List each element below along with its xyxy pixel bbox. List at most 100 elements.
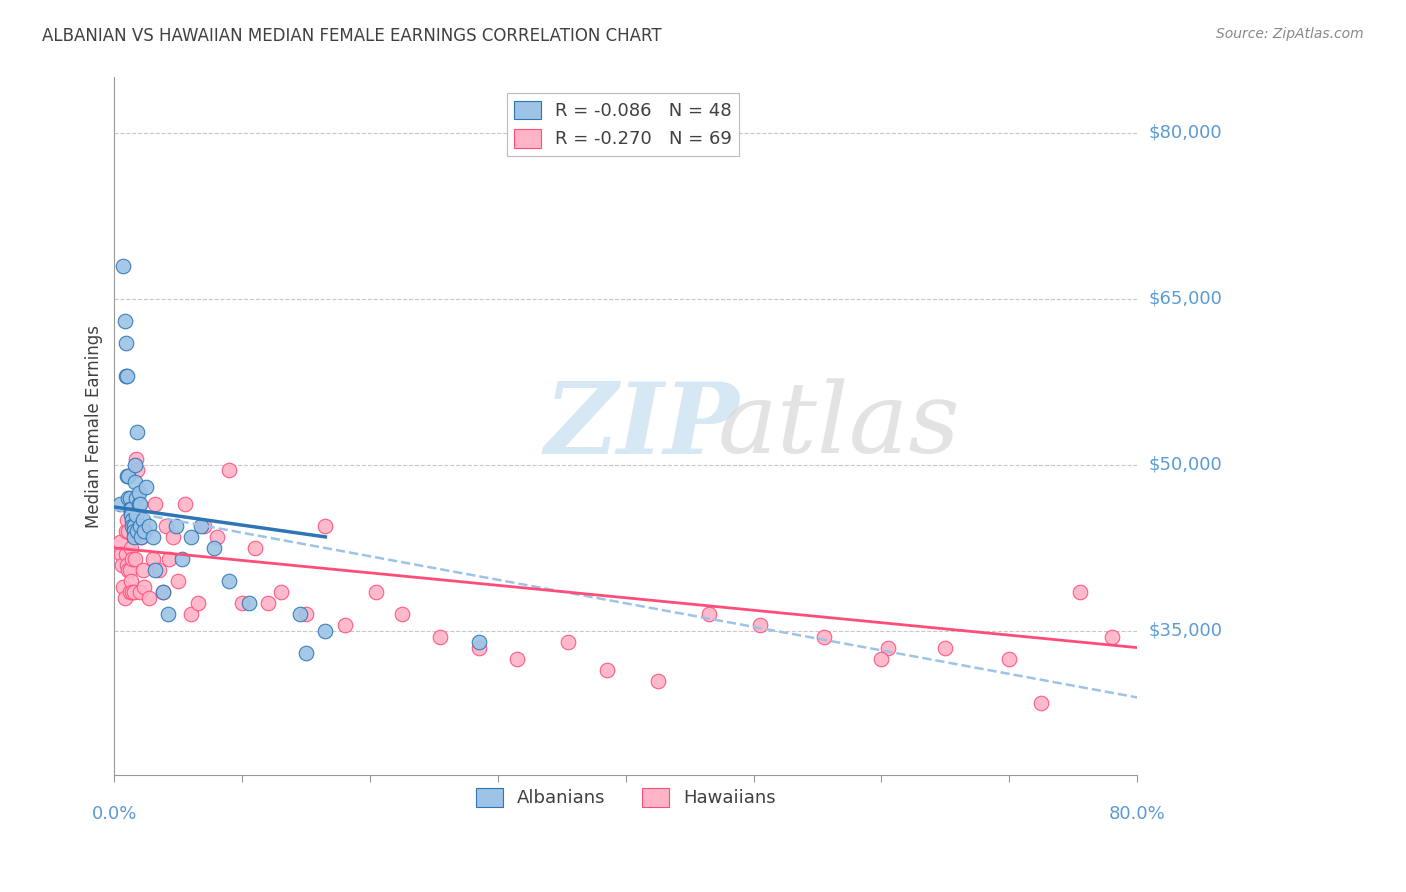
Point: [148, 563, 170, 577]
Point: [180, 607, 202, 622]
Point: [876, 640, 898, 655]
Point: [134, 524, 156, 539]
Point: [120, 574, 142, 589]
Text: $50,000: $50,000: [1149, 456, 1222, 474]
Point: [157, 607, 180, 622]
Point: [1031, 696, 1053, 710]
Point: [314, 518, 336, 533]
Point: [121, 513, 143, 527]
Point: [243, 541, 266, 555]
Point: [205, 530, 228, 544]
Point: [115, 469, 138, 483]
Point: [231, 596, 253, 610]
Point: [115, 513, 138, 527]
Point: [121, 585, 143, 599]
Point: [238, 596, 260, 610]
Point: [117, 469, 139, 483]
Point: [118, 491, 141, 505]
Point: [152, 585, 174, 599]
Point: [152, 585, 174, 599]
Point: [128, 497, 150, 511]
Point: [218, 463, 240, 477]
Point: [557, 635, 579, 649]
Point: [143, 497, 166, 511]
Point: [468, 640, 491, 655]
Point: [186, 596, 208, 610]
Point: [121, 552, 143, 566]
Point: [125, 452, 148, 467]
Point: [129, 585, 152, 599]
Point: [143, 563, 166, 577]
Point: [112, 580, 135, 594]
Text: 0.0%: 0.0%: [91, 805, 138, 823]
Point: [121, 518, 143, 533]
Point: [180, 530, 202, 544]
Text: ALBANIAN VS HAWAIIAN MEDIAN FEMALE EARNINGS CORRELATION CHART: ALBANIAN VS HAWAIIAN MEDIAN FEMALE EARNI…: [42, 27, 662, 45]
Point: [167, 574, 190, 589]
Point: [115, 369, 138, 384]
Point: [391, 607, 413, 622]
Point: [117, 563, 139, 577]
Text: $35,000: $35,000: [1149, 622, 1222, 640]
Point: [114, 314, 136, 328]
Point: [111, 558, 134, 572]
Point: [124, 475, 146, 489]
Point: [118, 563, 141, 577]
Point: [256, 596, 278, 610]
Point: [124, 552, 146, 566]
Point: [128, 518, 150, 533]
Point: [366, 585, 388, 599]
Point: [202, 541, 225, 555]
Point: [218, 574, 240, 589]
Point: [295, 646, 318, 660]
Point: [115, 547, 138, 561]
Point: [115, 558, 138, 572]
Point: [125, 491, 148, 505]
Point: [155, 518, 177, 533]
Point: [1101, 630, 1123, 644]
Point: [129, 530, 152, 544]
Text: atlas: atlas: [718, 378, 960, 474]
Y-axis label: Median Female Earnings: Median Female Earnings: [86, 325, 103, 528]
Point: [122, 518, 145, 533]
Point: [118, 502, 141, 516]
Point: [135, 480, 157, 494]
Point: [129, 497, 152, 511]
Point: [125, 508, 148, 522]
Point: [142, 530, 165, 544]
Point: [122, 524, 145, 539]
Point: [165, 518, 187, 533]
Point: [934, 640, 956, 655]
Point: [333, 618, 356, 632]
Point: [108, 535, 131, 549]
Point: [115, 369, 138, 384]
Point: [468, 635, 491, 649]
Text: 80.0%: 80.0%: [1109, 805, 1166, 823]
Point: [112, 259, 135, 273]
Point: [142, 552, 165, 566]
Point: [117, 524, 139, 539]
Point: [122, 518, 145, 533]
Point: [117, 491, 139, 505]
Point: [108, 497, 131, 511]
Text: $80,000: $80,000: [1149, 124, 1222, 142]
Point: [129, 518, 152, 533]
Point: [120, 541, 142, 555]
Point: [124, 458, 146, 472]
Text: $65,000: $65,000: [1149, 290, 1222, 308]
Point: [122, 530, 145, 544]
Point: [131, 513, 153, 527]
Point: [120, 508, 142, 522]
Point: [193, 518, 215, 533]
Point: [595, 663, 617, 677]
Point: [132, 524, 155, 539]
Point: [115, 524, 138, 539]
Point: [157, 552, 180, 566]
Point: [114, 591, 136, 605]
Point: [190, 518, 212, 533]
Point: [162, 530, 184, 544]
Point: [127, 425, 149, 439]
Point: [813, 630, 835, 644]
Point: [127, 524, 149, 539]
Point: [127, 463, 149, 477]
